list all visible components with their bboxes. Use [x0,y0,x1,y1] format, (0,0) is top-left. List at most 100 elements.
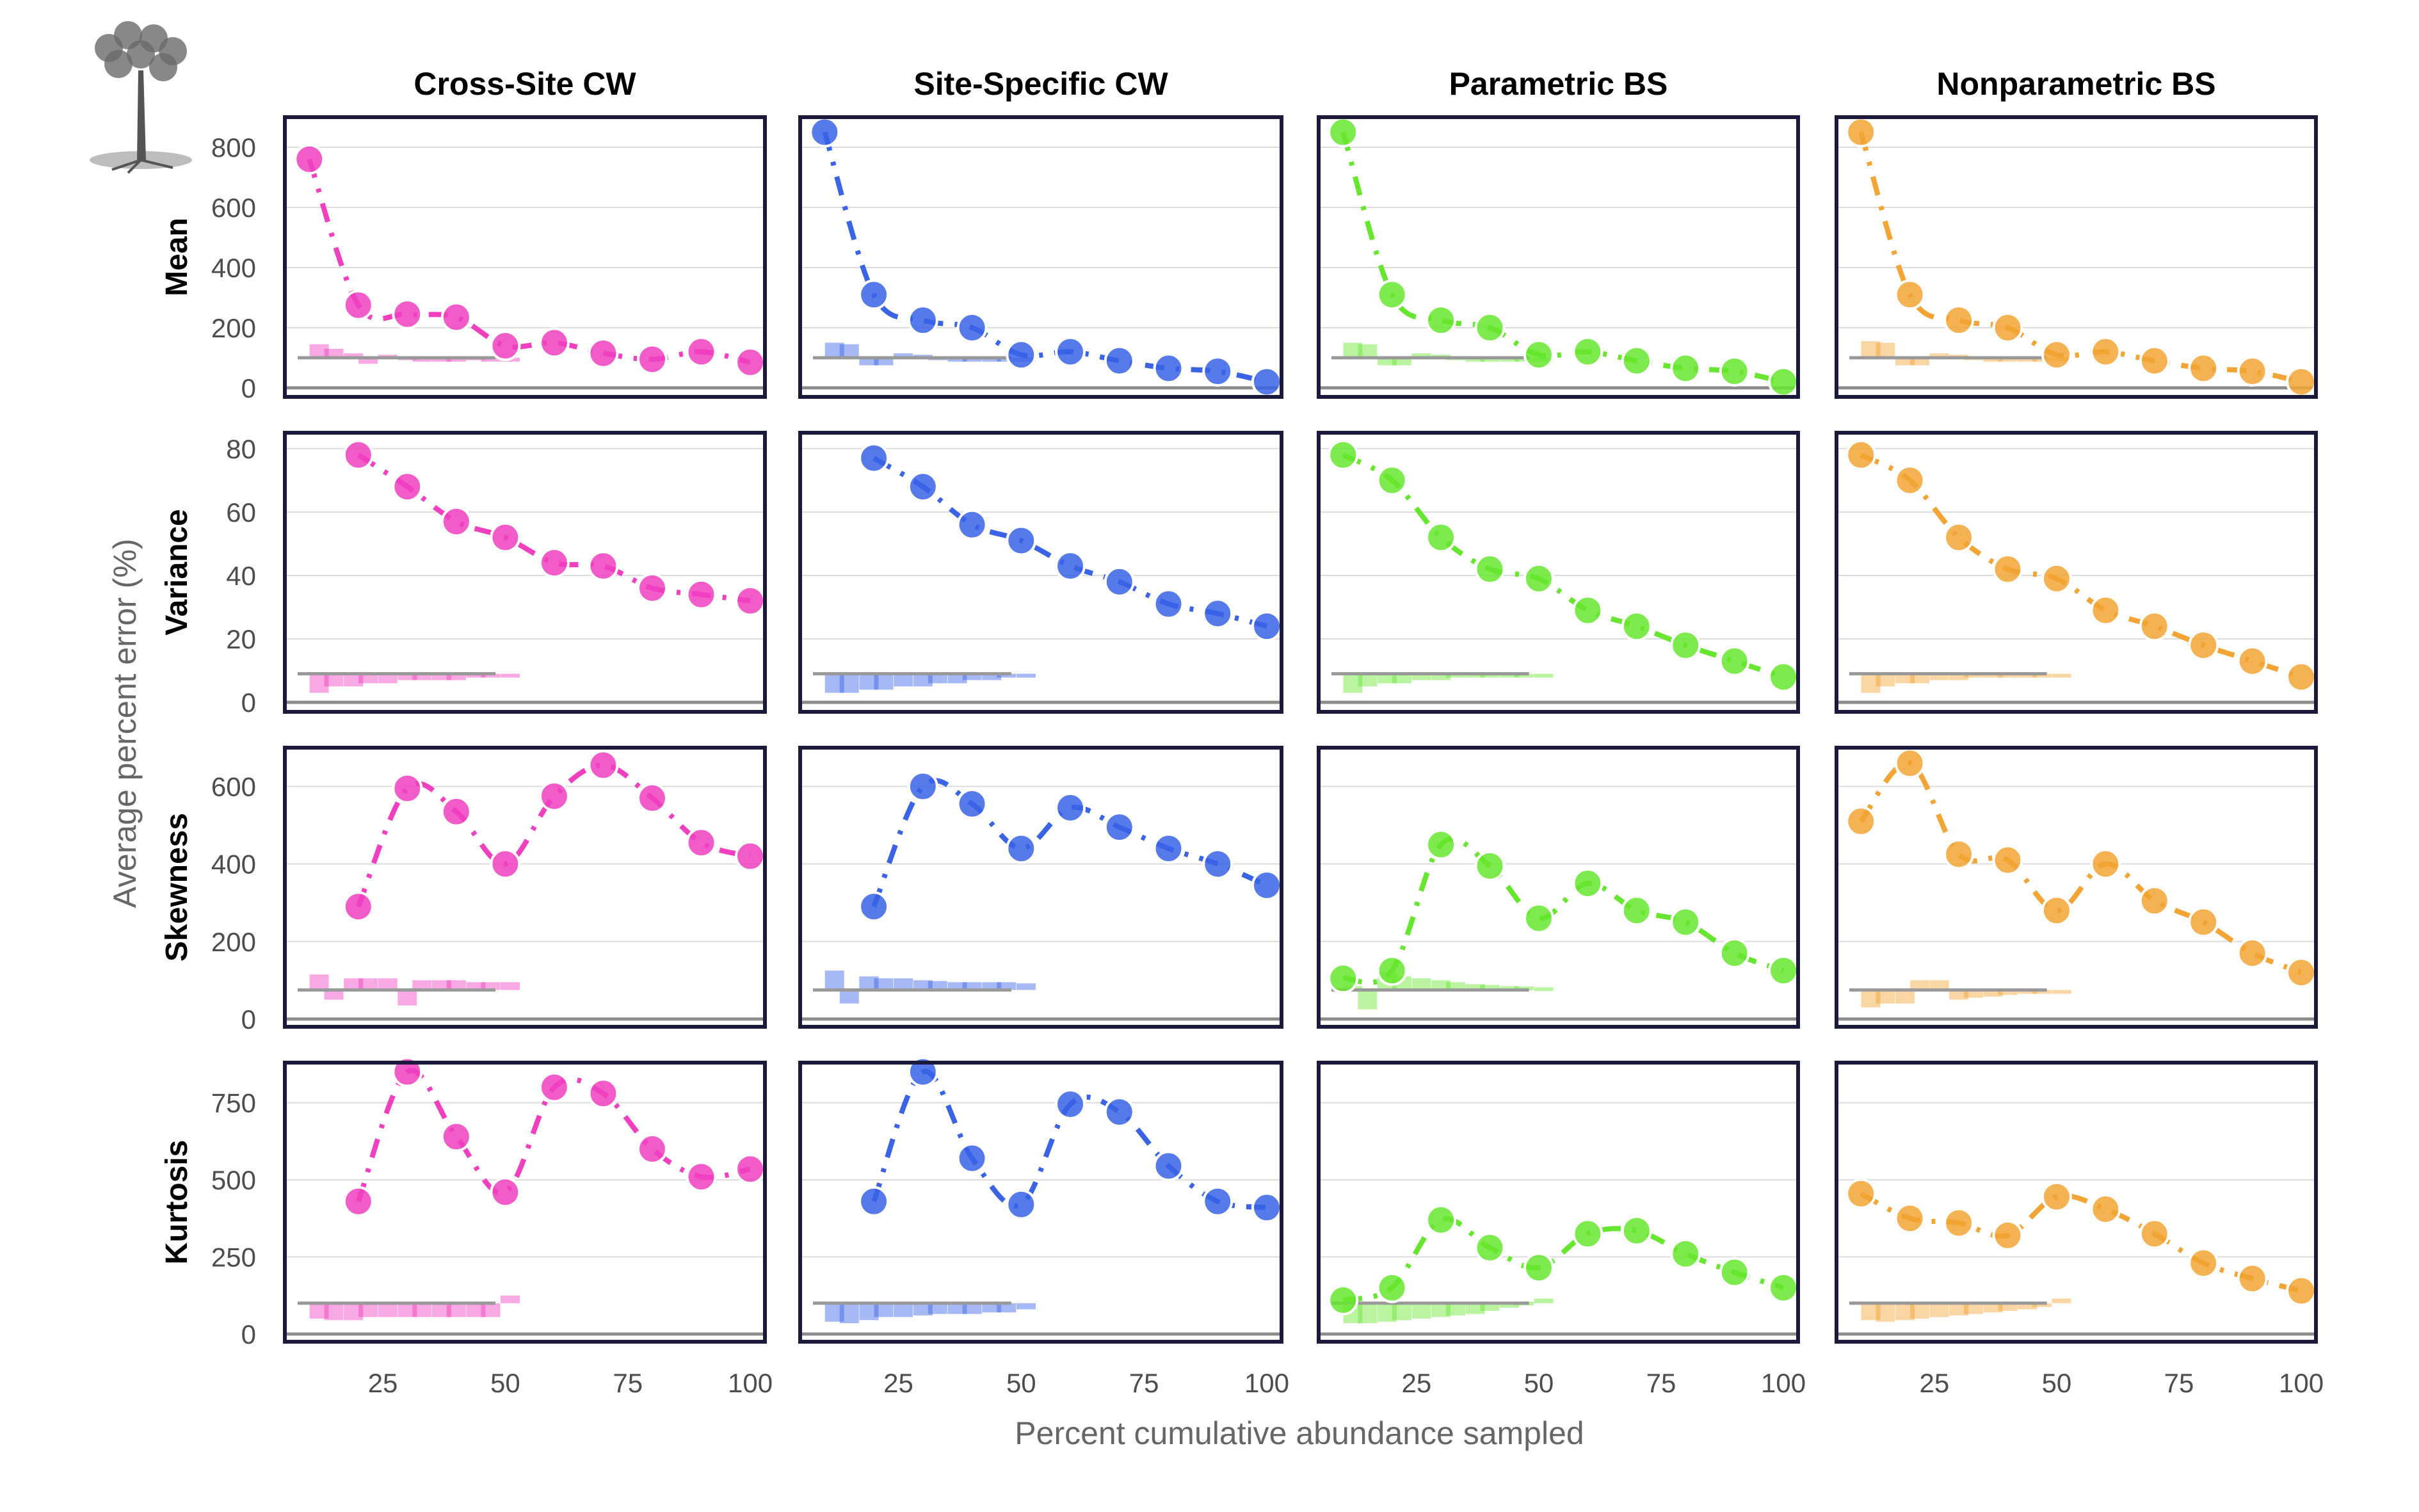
row-titles: Mean Variance Skewness Kurtosis [160,218,194,1264]
error-bar [913,673,933,687]
data-point [440,506,472,537]
error-bar [913,980,933,990]
row-title-skewness: Skewness [160,813,194,961]
data-point [392,471,423,503]
data-point [636,572,668,604]
error-bar [1411,978,1431,990]
error-bar [1431,673,1451,680]
error-bar [309,974,329,990]
error-bar [859,357,879,366]
trend-line [822,131,1267,385]
error-bar [431,1303,451,1317]
y-tick-label: 600 [211,772,256,802]
error-bar [1534,1298,1554,1303]
x-tick-label: 75 [2164,1368,2194,1398]
panel-frame [1835,746,2318,1029]
data-point [294,143,325,175]
logo-leaf [127,40,155,68]
error-bar [962,357,982,362]
data-point [636,344,668,375]
error-bar [1378,357,1397,366]
error-bar [947,982,967,990]
error-bar [928,981,947,990]
error-bar [1358,1303,1378,1324]
error-bar [1964,673,1983,678]
data-point [1202,356,1234,387]
y-tick-label: 0 [241,1004,256,1034]
data-point [2286,366,2317,398]
data-point [1328,1284,1359,1315]
panels [283,115,2318,1344]
panel-mean-parametric-bs [1317,115,1800,399]
data-point [1523,563,1554,594]
panel-skewness-parametric-bs [1317,746,1800,1029]
error-bar [962,673,982,680]
y-tick-label: 200 [211,313,256,343]
data-point [1572,867,1603,899]
error-bar [466,982,486,990]
data-point [1719,645,1750,677]
data-point [907,305,938,336]
panel-variance-nonparametric-bs [1835,431,2318,714]
error-bar [1983,357,2003,362]
panel-frame [1835,1061,2318,1344]
error-bar [324,348,344,358]
data-point [2041,895,2072,926]
logo-trunk [137,70,146,160]
error-bar [481,673,501,678]
x-tick-label: 25 [883,1368,913,1398]
error-bar [962,982,982,990]
x-tick-label: 100 [2279,1368,2324,1398]
data-point [1153,588,1184,620]
data-point [1202,598,1234,629]
error-bar [859,1303,879,1321]
x-tick-label: 50 [1006,1368,1036,1398]
panel-skewness-nonparametric-bs [1835,746,2318,1029]
error-bar [1358,990,1378,1009]
data-point [538,1072,570,1103]
error-bar [1949,1303,1969,1316]
trend-line [1858,131,2302,385]
error-bar [894,353,913,358]
panel-frame [1317,746,1800,1029]
data-point [2188,353,2219,384]
data-point [1768,1272,1799,1303]
error-bar [1949,673,1969,680]
data-point [956,788,988,819]
data-point [1523,1252,1554,1283]
error-bar [874,1303,894,1317]
panel-frame [283,1061,767,1344]
data-point [1474,850,1506,881]
data-point [1621,1215,1652,1246]
error-bar [997,1303,1017,1313]
data-point [588,1078,619,1109]
error-bar [839,344,859,358]
error-bar [1515,357,1534,362]
data-point [2041,1181,2072,1212]
data-point [2139,1218,2170,1250]
error-bar [894,673,913,687]
error-bar [466,673,486,678]
data-point [1943,305,1975,336]
data-point [1376,955,1408,986]
error-bar [446,357,466,362]
error-bar [309,344,329,358]
error-bar [894,1303,913,1317]
y-tick-label: 200 [211,927,256,957]
error-bar [398,673,417,680]
data-point [1845,439,1877,470]
data-point [2237,356,2268,387]
trend-line [1859,760,2302,975]
panel-skewness-site-specific-cw [798,746,1283,1029]
data-point [392,1056,423,1088]
data-point [1426,305,1457,336]
error-bar [824,342,844,358]
error-bar [2032,990,2052,994]
data-point [1104,1097,1135,1128]
error-bar [431,357,451,362]
error-bar [1929,980,1949,990]
panel-mean-site-specific-cw [798,115,1283,399]
trend-line [1342,836,1785,985]
data-point [342,891,374,922]
data-point [1202,848,1234,880]
